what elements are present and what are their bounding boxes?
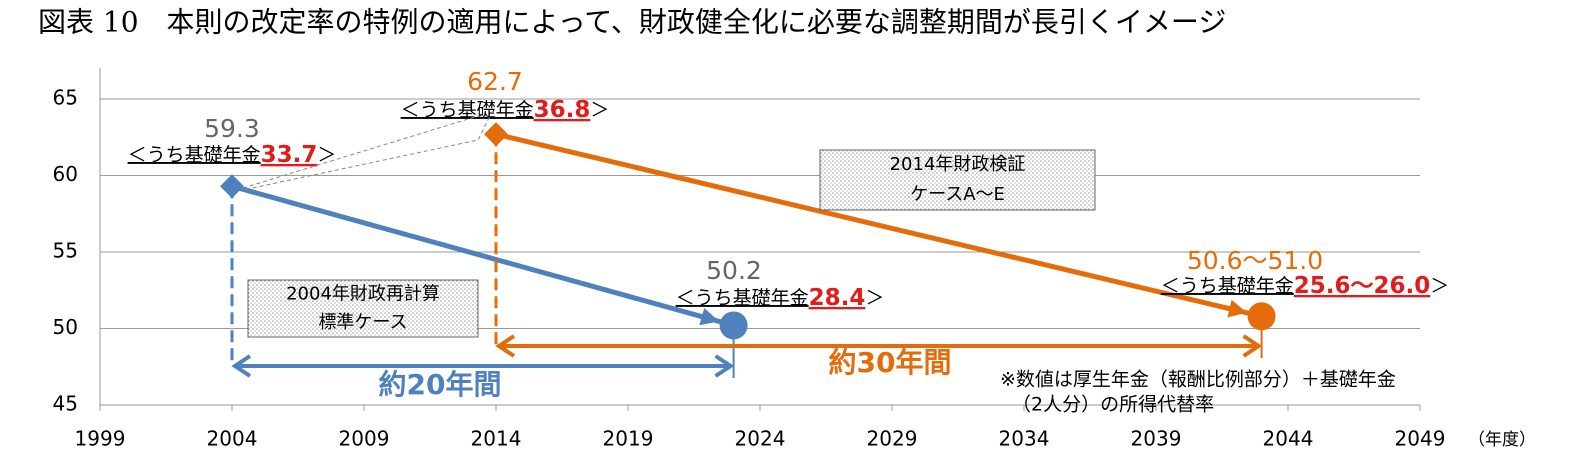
y-tick-label: 55 (53, 239, 78, 263)
x-tick-label: 1999 (75, 427, 126, 451)
x-tick-label: 2024 (735, 427, 786, 451)
sub-label-prefix: ＜うち基礎年金 (128, 144, 261, 166)
legend-label: ケースA～E (910, 184, 1005, 205)
y-tick-label: 50 (53, 315, 78, 339)
value-label: 50.2 (706, 256, 762, 285)
sub-label: ＜うち基礎年金36.8＞ (401, 97, 610, 123)
span-label: 約20年間 (379, 368, 502, 401)
sub-label-suffix: ＞ (590, 99, 609, 121)
span-arrow-head (495, 334, 516, 358)
y-tick-label: 60 (53, 162, 78, 186)
connector (242, 115, 491, 191)
value-label: 50.6～51.0 (1187, 246, 1323, 275)
sub-label-prefix: ＜うち基礎年金 (1161, 275, 1294, 297)
sub-value: 28.4 (809, 285, 866, 311)
x-tick-label: 2029 (867, 427, 918, 451)
span-label: 約30年間 (829, 346, 952, 379)
series-line (231, 183, 735, 328)
sub-label-prefix: ＜うち基礎年金 (676, 287, 809, 309)
marker (220, 174, 244, 199)
marker (719, 311, 748, 340)
marker (484, 122, 508, 147)
x-tick-label: 2014 (471, 427, 522, 451)
value-label: 62.7 (467, 67, 523, 96)
chart-title: 図表 10 本則の改定率の特例の適用によって、財政健全化に必要な調整期間が長引く… (38, 6, 1226, 39)
sub-label-suffix: ＞ (1430, 275, 1449, 297)
y-tick-label: 45 (53, 392, 78, 416)
legend-label: 2004年財政再計算 (286, 283, 440, 304)
note: ※数値は厚生年金（報酬比例部分）＋基礎年金 (1000, 369, 1396, 391)
y-tick-label: 65 (53, 86, 78, 110)
sub-label: ＜うち基礎年金33.7＞ (128, 142, 337, 168)
legend-label: 標準ケース (318, 312, 407, 333)
arrow-head (699, 307, 720, 326)
legend-box (819, 149, 1096, 211)
x-tick-label: 2004 (207, 427, 258, 451)
sub-value: 33.7 (261, 142, 318, 168)
value-label: 59.3 (204, 114, 260, 143)
x-tick-label: 2009 (339, 427, 390, 451)
note: （2人分）の所得代替率 (1012, 394, 1214, 416)
sub-value: 36.8 (534, 97, 591, 123)
sub-label: ＜うち基礎年金25.6～26.0＞ (1161, 273, 1450, 299)
span-arrow-head (714, 354, 735, 378)
span-arrow-head (231, 354, 252, 378)
x-unit: （年度） (1468, 430, 1536, 450)
arrow-head (1227, 299, 1248, 318)
series-line (495, 131, 1263, 319)
sub-label-suffix: ＞ (317, 144, 336, 166)
x-tick-label: 2019 (603, 427, 654, 451)
sub-label: ＜うち基礎年金28.4＞ (676, 285, 885, 311)
x-tick-label: 2034 (999, 427, 1050, 451)
sub-label-prefix: ＜うち基礎年金 (401, 99, 534, 121)
marker (1247, 302, 1276, 331)
x-tick-label: 2049 (1395, 427, 1446, 451)
sub-value: 25.6～26.0 (1294, 273, 1431, 299)
sub-label-suffix: ＞ (865, 287, 884, 309)
legend-box (247, 279, 479, 338)
x-tick-label: 2044 (1263, 427, 1314, 451)
legend-label: 2014年財政検証 (890, 154, 1026, 175)
span-arrow-head (1242, 334, 1263, 358)
x-tick-label: 2039 (1131, 427, 1182, 451)
